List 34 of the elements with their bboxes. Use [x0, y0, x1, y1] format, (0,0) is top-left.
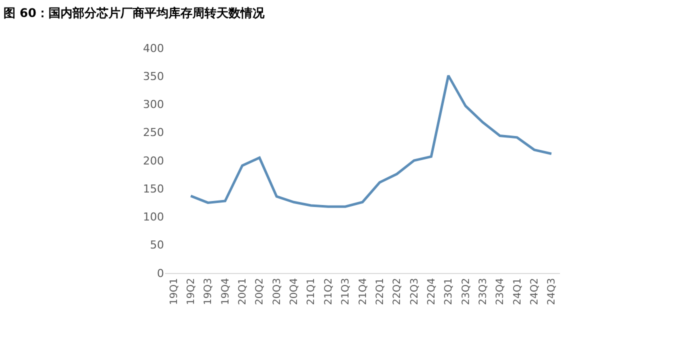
x-tick-label: 24Q3: [546, 278, 558, 305]
x-tick-label: 21Q3: [340, 278, 352, 305]
x-tick-label: 24Q2: [529, 278, 540, 305]
x-tick-label: 19Q1: [168, 278, 180, 305]
y-tick-label: 200: [143, 154, 164, 168]
x-tick-label: 22Q1: [374, 278, 386, 305]
y-tick-label: 100: [143, 210, 164, 224]
x-tick-label: 23Q1: [444, 278, 455, 305]
x-tick-label: 21Q4: [358, 278, 369, 305]
y-tick-label: 150: [143, 182, 164, 196]
y-tick-label: 400: [143, 42, 164, 55]
x-tick-label: 20Q3: [272, 278, 283, 305]
line-series: [190, 74, 553, 208]
x-tick-label: 19Q4: [220, 278, 232, 305]
x-tick-label: 22Q4: [426, 278, 438, 305]
x-tick-label: 21Q1: [306, 278, 318, 305]
y-tick-label: 0: [157, 266, 164, 280]
x-tick-label: 20Q1: [238, 278, 249, 305]
x-tick-label: 21Q2: [323, 278, 334, 305]
x-tick-label: 20Q4: [289, 278, 300, 305]
x-tick-label: 24Q1: [512, 278, 524, 305]
chart-title: 图 60：国内部分芯片厂商平均库存周转天数情况: [3, 6, 266, 20]
y-tick-label: 300: [143, 98, 164, 112]
x-tick-label: 22Q3: [409, 278, 420, 305]
y-tick-label: 350: [143, 70, 164, 83]
x-tick-label: 23Q3: [478, 278, 489, 305]
x-tick-label: 20Q2: [254, 278, 266, 305]
y-tick-label: 250: [143, 126, 164, 140]
y-tick-label: 50: [150, 238, 164, 252]
x-tick-label: 23Q2: [460, 278, 472, 305]
x-tick-label: 19Q2: [186, 278, 198, 305]
x-tick-label: 22Q2: [392, 278, 404, 305]
x-tick-label: 19Q3: [203, 278, 214, 305]
x-tick-label: 23Q4: [495, 278, 506, 305]
